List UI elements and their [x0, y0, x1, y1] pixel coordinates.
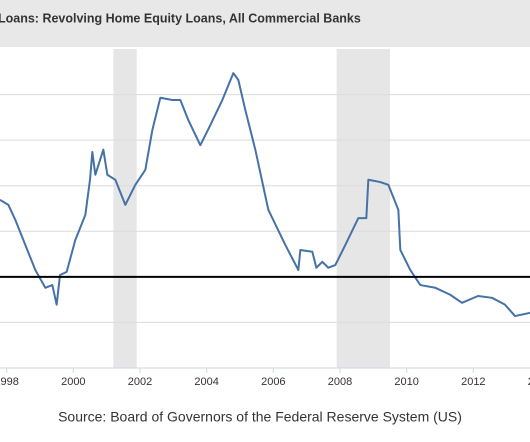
- x-tick-label: 2006: [261, 376, 285, 388]
- recession-band: [113, 49, 137, 368]
- data-line: [0, 72, 530, 318]
- x-tick-label: 2004: [194, 376, 218, 388]
- title-bar: [0, 0, 530, 47]
- x-tick-label: 2010: [394, 376, 418, 388]
- chart-title: Loans: Revolving Home Equity Loans, All …: [0, 11, 361, 25]
- x-tick-label: 1998: [0, 376, 19, 388]
- recession-band: [336, 49, 390, 368]
- x-tick-label: 2008: [328, 376, 352, 388]
- x-tick-label: 2000: [61, 376, 85, 388]
- x-tick-label: 2014: [528, 376, 530, 388]
- x-tick-label: 2012: [461, 376, 485, 388]
- source-note: Source: Board of Governors of the Federa…: [58, 409, 462, 425]
- x-tick-label: 2002: [128, 376, 152, 388]
